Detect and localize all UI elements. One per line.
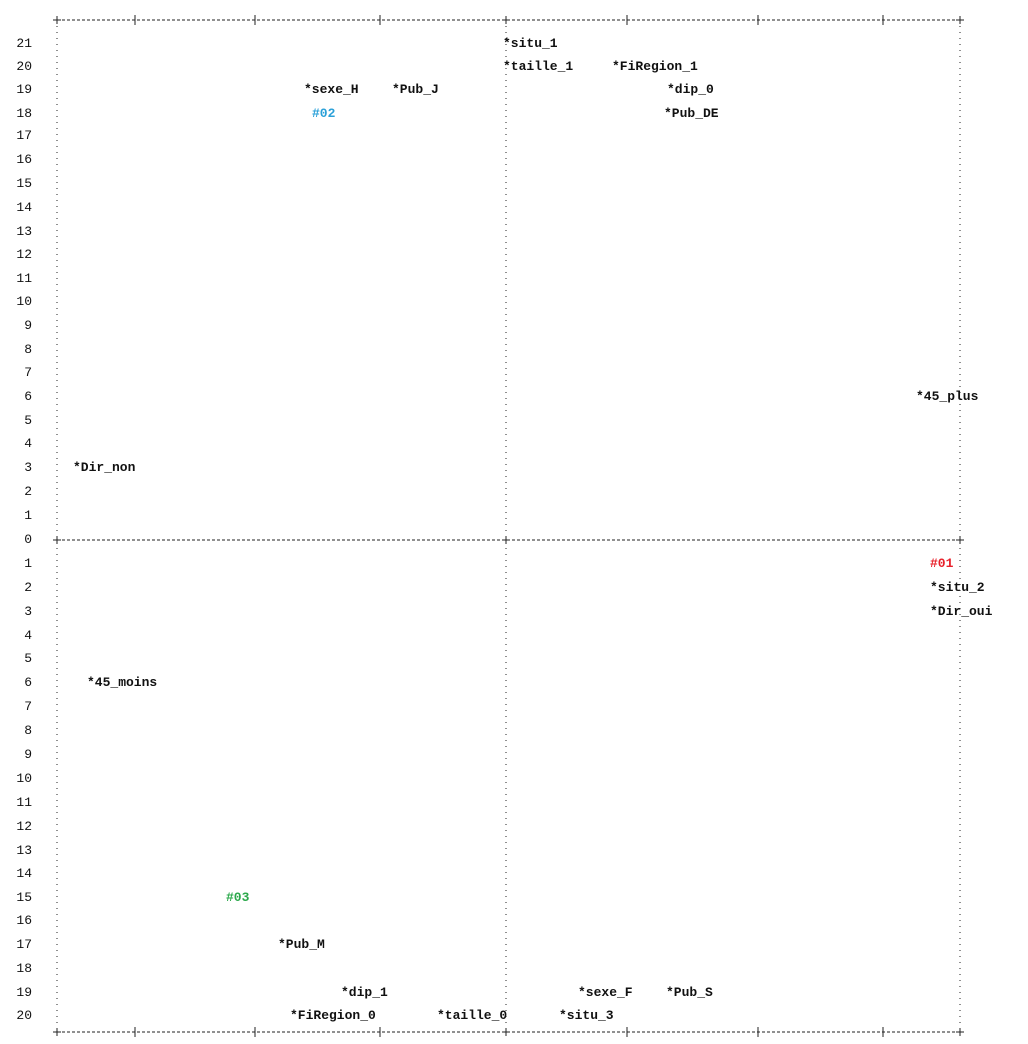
point-plus_45: *45_plus: [916, 389, 979, 404]
point-moins_45: *45_moins: [87, 675, 158, 690]
row-label-bottom-2: 2: [24, 580, 32, 595]
row-label-top-18: 18: [16, 106, 32, 121]
point-situ_3: *situ_3: [559, 1008, 614, 1023]
row-label-bottom-16: 16: [16, 913, 32, 928]
row-label-bottom-17: 17: [16, 937, 32, 952]
row-label-bottom-11: 11: [16, 795, 32, 810]
row-label-bottom-13: 13: [16, 843, 32, 858]
row-label-bottom-18: 18: [16, 961, 32, 976]
row-label-bottom-20: 20: [16, 1008, 32, 1023]
row-label-bottom-7: 7: [24, 699, 32, 714]
cluster-c03: #03: [226, 890, 250, 905]
point-taille_0: *taille_0: [437, 1008, 508, 1023]
point-sexe_f: *sexe_F: [578, 985, 633, 1000]
row-label-top-15: 15: [16, 176, 32, 191]
point-situ_2: *situ_2: [930, 580, 985, 595]
point-fi_region_0: *FiRegion_0: [290, 1008, 376, 1023]
point-taille_1: *taille_1: [503, 59, 574, 74]
row-label-top-4: 4: [24, 436, 32, 451]
point-dir_oui: *Dir_oui: [930, 604, 993, 619]
row-label-top-21: 21: [16, 36, 32, 51]
row-label-top-2: 2: [24, 484, 32, 499]
row-label-top-10: 10: [16, 294, 32, 309]
row-label-bottom-15: 15: [16, 890, 32, 905]
row-label-top-6: 6: [24, 389, 32, 404]
row-label-bottom-5: 5: [24, 651, 32, 666]
point-pub_s: *Pub_S: [666, 985, 713, 1000]
row-label-bottom-19: 19: [16, 985, 32, 1000]
row-label-top-16: 16: [16, 152, 32, 167]
row-label-top-3: 3: [24, 460, 32, 475]
row-label-top-11: 11: [16, 271, 32, 286]
row-label-top-7: 7: [24, 365, 32, 380]
point-situ_1: *situ_1: [503, 36, 558, 51]
point-dip_1: *dip_1: [341, 985, 388, 1000]
row-label-bottom-6: 6: [24, 675, 32, 690]
point-pub_de: *Pub_DE: [664, 106, 719, 121]
row-label-top-5: 5: [24, 413, 32, 428]
row-label-top-9: 9: [24, 318, 32, 333]
row-label-bottom-1: 1: [24, 556, 32, 571]
row-label-top-20: 20: [16, 59, 32, 74]
row-label-top-8: 8: [24, 342, 32, 357]
row-label-top-13: 13: [16, 224, 32, 239]
point-sexe_h: *sexe_H: [304, 82, 359, 97]
row-label-top-12: 12: [16, 247, 32, 262]
row-label-zero: 0: [24, 532, 32, 547]
row-label-top-19: 19: [16, 82, 32, 97]
point-pub_j: *Pub_J: [392, 82, 439, 97]
point-fi_region_1: *FiRegion_1: [612, 59, 698, 74]
cluster-c02: #02: [312, 106, 336, 121]
row-label-bottom-14: 14: [16, 866, 32, 881]
row-label-bottom-8: 8: [24, 723, 32, 738]
row-label-bottom-12: 12: [16, 819, 32, 834]
row-label-bottom-9: 9: [24, 747, 32, 762]
row-label-top-14: 14: [16, 200, 32, 215]
point-dip_0: *dip_0: [667, 82, 714, 97]
row-label-bottom-3: 3: [24, 604, 32, 619]
point-pub_m: *Pub_M: [278, 937, 325, 952]
row-label-bottom-4: 4: [24, 628, 32, 643]
row-label-top-1: 1: [24, 508, 32, 523]
point-dir_non: *Dir_non: [73, 460, 136, 475]
cluster-c01: #01: [930, 556, 954, 571]
row-label-bottom-10: 10: [16, 771, 32, 786]
row-label-top-17: 17: [16, 128, 32, 143]
